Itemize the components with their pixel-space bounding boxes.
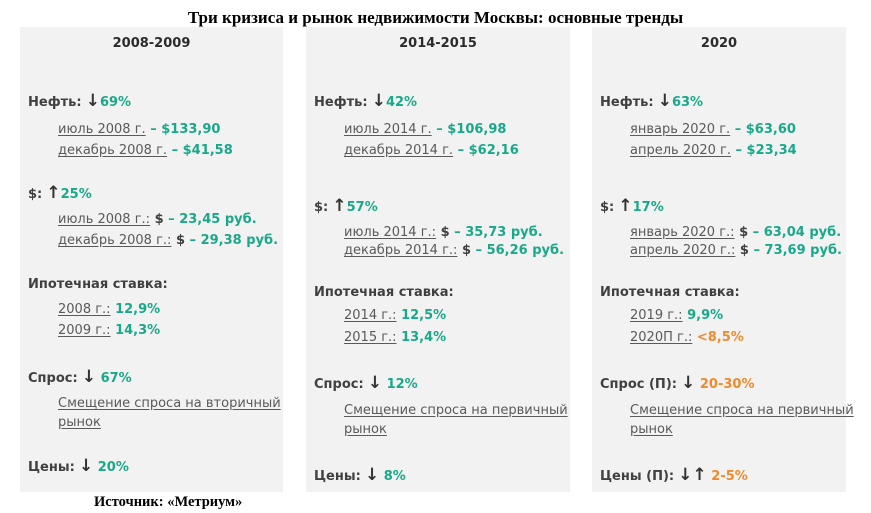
usd-line-2: декабрь 2008 г.: $ – 29,38 руб. (58, 233, 279, 248)
panel-period: 2020 (700, 36, 738, 51)
oil-change: 42% (385, 95, 418, 110)
demand-change: 20-30% (695, 377, 755, 392)
prices-label: Цены: (28, 460, 75, 475)
prices-row: Цены: ↓ 20% (28, 458, 129, 476)
usd-line-1: январь 2020 г.: $ – 63,04 руб. (630, 225, 842, 240)
arrow-up-icon: ↑ (332, 196, 347, 216)
oil-line-1: июль 2014 г. – $106,98 (344, 122, 507, 137)
mortgage-line-1: 2008 г.: 12,9% (58, 302, 161, 317)
arrow-down-icon: ↓ (681, 373, 696, 393)
page-title: Три кризиса и рынок недвижимости Москвы:… (187, 8, 684, 27)
panel-2014-2015: 2014-2015 Нефть: ↓42% июль 2014 г. – $10… (306, 27, 570, 492)
arrow-down-icon: ↓ (367, 373, 383, 393)
oil-row: Нефть: ↓69% (28, 93, 131, 111)
source-caption: Источник: «Метриум» (94, 494, 243, 510)
prices-row: Цены (П): ↓↑ 2-5% (600, 467, 748, 485)
mortgage-label: Ипотечная ставка: (28, 277, 168, 292)
demand-note-1: Смещение спроса на первичный (344, 403, 568, 418)
arrow-up-icon: ↑ (46, 183, 61, 203)
oil-label: Нефть: (600, 95, 654, 110)
prices-label: Цены (П): (600, 469, 675, 484)
demand-row: Спрос: ↓ 67% (28, 369, 132, 387)
usd-change: 25% (60, 187, 92, 202)
demand-note-2: рынок (58, 415, 101, 430)
demand-note-2: рынок (344, 422, 387, 437)
prices-change: 20% (93, 460, 129, 475)
demand-change: 12% (382, 377, 418, 392)
prices-change: 2-5% (706, 469, 748, 484)
arrow-down-icon: ↓ (85, 91, 100, 111)
prices-change: 8% (379, 469, 406, 484)
demand-note-1: Смещение спроса на вторичный (58, 396, 281, 411)
oil-line-2: декабрь 2014 г. – $62,16 (344, 143, 519, 158)
panel-period: 2014-2015 (399, 36, 477, 51)
arrow-down-up-icon: ↓↑ (678, 465, 707, 485)
usd-line-1: июль 2014 г.: $ – 35,73 руб. (344, 225, 543, 240)
mortgage-label: Ипотечная ставка: (314, 285, 454, 300)
oil-row: Нефть: ↓63% (600, 93, 703, 111)
usd-row: $: ↑17% (600, 198, 664, 216)
demand-label: Спрос: (28, 371, 78, 386)
panel-2020: 2020 Нефть: ↓63% январь 2020 г. – $63,60… (592, 27, 854, 492)
arrow-up-icon: ↑ (618, 196, 633, 216)
usd-change: 17% (632, 200, 664, 215)
demand-label: Спрос (П): (600, 377, 677, 392)
mortgage-line-2: 2009 г.: 14,3% (58, 323, 161, 338)
usd-line-2: декабрь 2014 г.: $ – 56,26 руб. (344, 243, 565, 258)
mortgage-line-1: 2019 г.: 9,9% (630, 308, 724, 323)
mortgage-label: Ипотечная ставка: (600, 285, 740, 300)
demand-row: Спрос (П): ↓ 20-30% (600, 375, 754, 393)
usd-change: 57% (346, 200, 378, 215)
usd-label: $: (314, 200, 329, 215)
oil-row: Нефть: ↓42% (314, 93, 417, 111)
demand-row: Спрос: ↓ 12% (314, 375, 418, 393)
mortgage-line-2: 2020П г.: <8,5% (630, 330, 744, 345)
usd-line-1: июль 2008 г.: $ – 23,45 руб. (58, 212, 257, 227)
arrow-down-icon: ↓ (78, 456, 94, 476)
oil-line-2: декабрь 2008 г. – $41,58 (58, 143, 233, 158)
oil-label: Нефть: (28, 95, 82, 110)
oil-change: 63% (671, 95, 704, 110)
usd-line-2: апрель 2020 г.: $ – 73,69 руб. (630, 243, 842, 258)
panel-2008-2009: 2008-2009 Нефть: ↓69% июль 2008 г. – $13… (20, 27, 283, 492)
oil-label: Нефть: (314, 95, 368, 110)
arrow-down-icon: ↓ (657, 91, 672, 111)
usd-label: $: (600, 200, 615, 215)
demand-label: Спрос: (314, 377, 364, 392)
panel-period: 2008-2009 (112, 36, 191, 51)
usd-row: $: ↑57% (314, 198, 378, 216)
demand-note-2: рынок (630, 422, 673, 437)
arrow-down-icon: ↓ (81, 367, 97, 387)
prices-row: Цены: ↓ 8% (314, 467, 406, 485)
usd-row: $: ↑25% (28, 185, 92, 203)
arrow-down-icon: ↓ (364, 465, 380, 485)
prices-label: Цены: (314, 469, 361, 484)
arrow-down-icon: ↓ (371, 91, 386, 111)
demand-change: 67% (96, 371, 132, 386)
oil-change: 69% (99, 95, 132, 110)
oil-line-2: апрель 2020 г. – $23,34 (630, 143, 797, 158)
oil-line-1: июль 2008 г. – $133,90 (58, 122, 221, 137)
mortgage-line-2: 2015 г.: 13,4% (344, 330, 447, 345)
oil-line-1: январь 2020 г. – $63,60 (630, 122, 796, 137)
mortgage-line-1: 2014 г.: 12,5% (344, 308, 447, 323)
usd-label: $: (28, 187, 43, 202)
demand-note-1: Смещение спроса на первичный (630, 403, 854, 418)
